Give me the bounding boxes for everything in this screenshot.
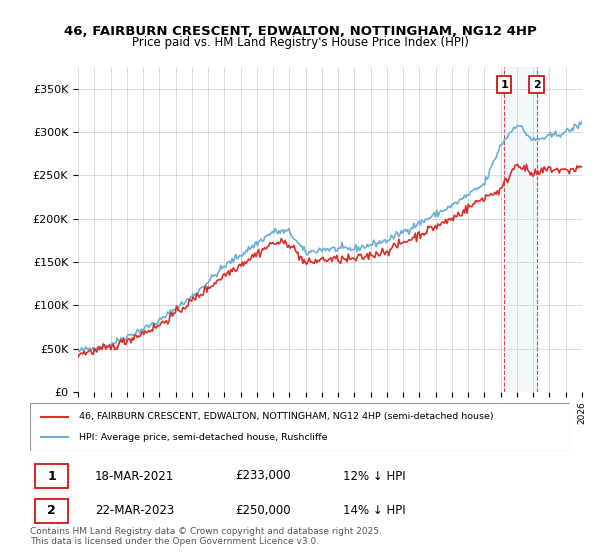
Bar: [504, 67, 536, 392]
FancyBboxPatch shape: [35, 464, 68, 488]
Text: 46, FAIRBURN CRESCENT, EDWALTON, NOTTINGHAM, NG12 4HP (semi-detached house): 46, FAIRBURN CRESCENT, EDWALTON, NOTTING…: [79, 412, 493, 421]
FancyBboxPatch shape: [35, 499, 68, 523]
Text: 2: 2: [533, 80, 541, 90]
Text: Contains HM Land Registry data © Crown copyright and database right 2025.
This d: Contains HM Land Registry data © Crown c…: [30, 526, 382, 546]
Text: £233,000: £233,000: [235, 469, 291, 483]
Text: 12% ↓ HPI: 12% ↓ HPI: [343, 469, 406, 483]
Text: Price paid vs. HM Land Registry's House Price Index (HPI): Price paid vs. HM Land Registry's House …: [131, 36, 469, 49]
Text: 46, FAIRBURN CRESCENT, EDWALTON, NOTTINGHAM, NG12 4HP: 46, FAIRBURN CRESCENT, EDWALTON, NOTTING…: [64, 25, 536, 38]
Text: 14% ↓ HPI: 14% ↓ HPI: [343, 505, 406, 517]
Text: 2: 2: [47, 505, 56, 517]
Text: £250,000: £250,000: [235, 505, 291, 517]
Text: HPI: Average price, semi-detached house, Rushcliffe: HPI: Average price, semi-detached house,…: [79, 433, 327, 442]
FancyBboxPatch shape: [30, 403, 570, 451]
Text: 18-MAR-2021: 18-MAR-2021: [95, 469, 174, 483]
Text: 1: 1: [500, 80, 508, 90]
Text: 1: 1: [47, 469, 56, 483]
Text: 22-MAR-2023: 22-MAR-2023: [95, 505, 174, 517]
